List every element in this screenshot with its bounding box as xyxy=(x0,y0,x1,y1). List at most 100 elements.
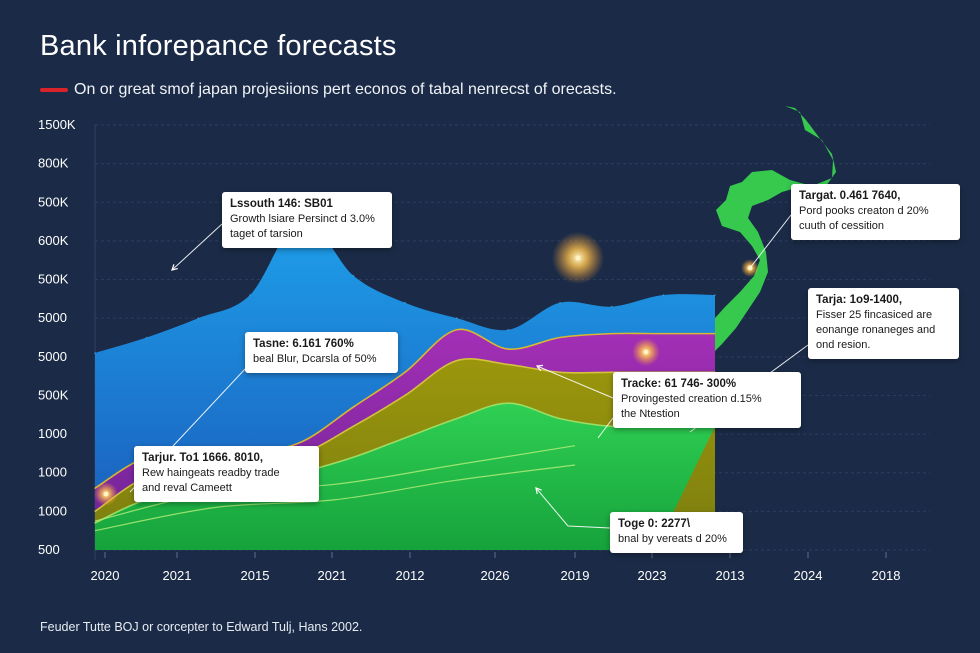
data-point xyxy=(455,417,458,420)
data-point xyxy=(610,425,613,428)
leader-line xyxy=(567,525,611,529)
y-tick-label: 500K xyxy=(38,387,69,402)
data-point xyxy=(455,317,458,319)
annotation-title: Tarjur. To1 1666. 8010, xyxy=(142,452,264,464)
annotation-callout: Tarja: 1o9-1400, Fisser 25 fincasiced ar… xyxy=(808,288,959,359)
highlight-glows xyxy=(94,232,759,506)
y-tick-label: 1500K xyxy=(38,117,76,132)
data-point xyxy=(714,294,716,296)
x-tick-label: 2026 xyxy=(481,568,510,583)
y-tick-label: 1000 xyxy=(38,503,67,518)
data-point xyxy=(455,328,458,331)
annotation-body: Provingested creation d.15% the Ntestion xyxy=(621,393,762,420)
x-tick-label: 2019 xyxy=(561,568,590,583)
data-point xyxy=(455,359,458,362)
annotation-body: beal Blur, Dcarsla of 50% xyxy=(253,353,377,365)
annotation-callout: Tracke: 61 746- 300% Provingested creati… xyxy=(613,372,801,428)
annotation-body: Rew haingeats readby trade and reval Cam… xyxy=(142,467,280,494)
data-point xyxy=(352,274,355,277)
data-point xyxy=(94,522,96,524)
leader-line xyxy=(749,214,792,269)
data-point xyxy=(507,363,510,366)
japan-map xyxy=(598,106,836,462)
data-point xyxy=(197,317,200,319)
annotation-body: bnal by vereats d 20% xyxy=(618,533,727,545)
y-tick-label: 500K xyxy=(38,272,69,287)
y-tick-label: 500 xyxy=(38,542,60,557)
series-area-green xyxy=(95,403,715,550)
annotation-body: Fisser 25 fincasiced are eonange ronaneg… xyxy=(816,309,936,351)
annotation-title: Targat. 0.461 7640, xyxy=(799,190,901,202)
highlight-dot xyxy=(103,491,109,497)
data-point xyxy=(94,510,96,513)
data-point xyxy=(507,402,510,404)
data-point xyxy=(249,294,251,296)
leader-line xyxy=(171,223,223,271)
subtitle-marker xyxy=(40,88,68,92)
data-point xyxy=(352,456,355,459)
y-tick-label: 600K xyxy=(38,233,69,248)
y-tick-label: 500K xyxy=(38,194,69,209)
x-tick-label: 2018 xyxy=(872,568,901,583)
x-tick-label: 2023 xyxy=(638,568,667,583)
chart-title: Bank inforepance forecasts xyxy=(40,30,397,62)
annotation-callout: Lssouth 146: SB01 Growth lsiare Persinct… xyxy=(222,192,392,248)
leader-arrowhead xyxy=(171,264,178,271)
data-point xyxy=(300,441,303,443)
data-point xyxy=(559,371,561,374)
data-point xyxy=(94,352,96,354)
x-tick-label: 2015 xyxy=(241,568,270,583)
x-axis: 2020 2021 2015 2021 2012 2026 2019 2023 2013 2024… xyxy=(91,552,901,583)
data-point xyxy=(610,305,613,308)
annotation-callout: Tasne: 6.161 760% beal Blur, Dcarsla of … xyxy=(245,332,398,373)
data-point xyxy=(662,332,665,335)
annotation-callout: Targat. 0.461 7640, Pord pooks creaton d… xyxy=(791,184,960,240)
annotation-title: Tarja: 1o9-1400, xyxy=(816,294,903,306)
annotation-title: Lssouth 146: SB01 xyxy=(230,198,333,210)
highlight-dot xyxy=(575,255,581,261)
y-tick-label: 800K xyxy=(38,156,69,171)
leader-arrowhead xyxy=(535,364,544,372)
data-point xyxy=(145,336,148,339)
annotation-title: Tracke: 61 746- 300% xyxy=(621,378,737,390)
data-point xyxy=(714,332,716,335)
data-point xyxy=(559,336,561,339)
x-tick-label: 2020 xyxy=(91,568,120,583)
data-point xyxy=(404,394,406,397)
x-tick-label: 2021 xyxy=(318,568,347,583)
x-tick-label: 2013 xyxy=(716,568,745,583)
data-point xyxy=(507,348,510,350)
data-point xyxy=(404,301,406,304)
leader-line xyxy=(535,487,569,527)
y-tick-label: 5000 xyxy=(38,349,67,364)
x-tick-label: 2012 xyxy=(396,568,425,583)
annotation-body: Pord pooks creaton d 20% cuuth of cessit… xyxy=(799,205,929,232)
annotation-body: Growth lsiare Persinct d 3.0% taget of t… xyxy=(230,213,375,240)
annotation-callout: Toge 0: 2277\ bnal by vereats d 20% xyxy=(610,512,743,553)
data-point xyxy=(352,406,355,408)
annotation-title: Toge 0: 2277\ xyxy=(618,518,691,530)
leader-arrowhead xyxy=(535,487,542,495)
data-point xyxy=(610,371,613,374)
x-tick-label: 2024 xyxy=(794,568,823,583)
data-point xyxy=(559,301,561,304)
highlight-dot xyxy=(643,349,649,355)
leader-line xyxy=(597,417,614,439)
y-tick-label: 1000 xyxy=(38,465,67,480)
accent-sweep-line xyxy=(94,464,576,532)
data-point xyxy=(610,332,613,335)
data-point xyxy=(352,425,355,428)
x-tick-label: 2021 xyxy=(163,568,192,583)
data-point xyxy=(662,294,665,296)
annotation-callout: Tarjur. To1 1666. 8010, Rew haingeats re… xyxy=(134,446,319,502)
leader-line xyxy=(536,365,614,399)
y-tick-label: 5000 xyxy=(38,310,67,325)
data-point xyxy=(559,417,561,420)
y-tick-label: 1000 xyxy=(38,426,67,441)
data-point xyxy=(404,437,406,439)
annotation-title: Tasne: 6.161 760% xyxy=(253,338,354,350)
chart-subtitle: On or great smof japan projesiions pert … xyxy=(74,81,617,98)
y-axis: 1500K 800K 500K 600K 500K 5000 5000 500K 1000 100… xyxy=(38,117,76,557)
data-point xyxy=(404,371,406,374)
japan-map-silhouette xyxy=(598,106,836,462)
